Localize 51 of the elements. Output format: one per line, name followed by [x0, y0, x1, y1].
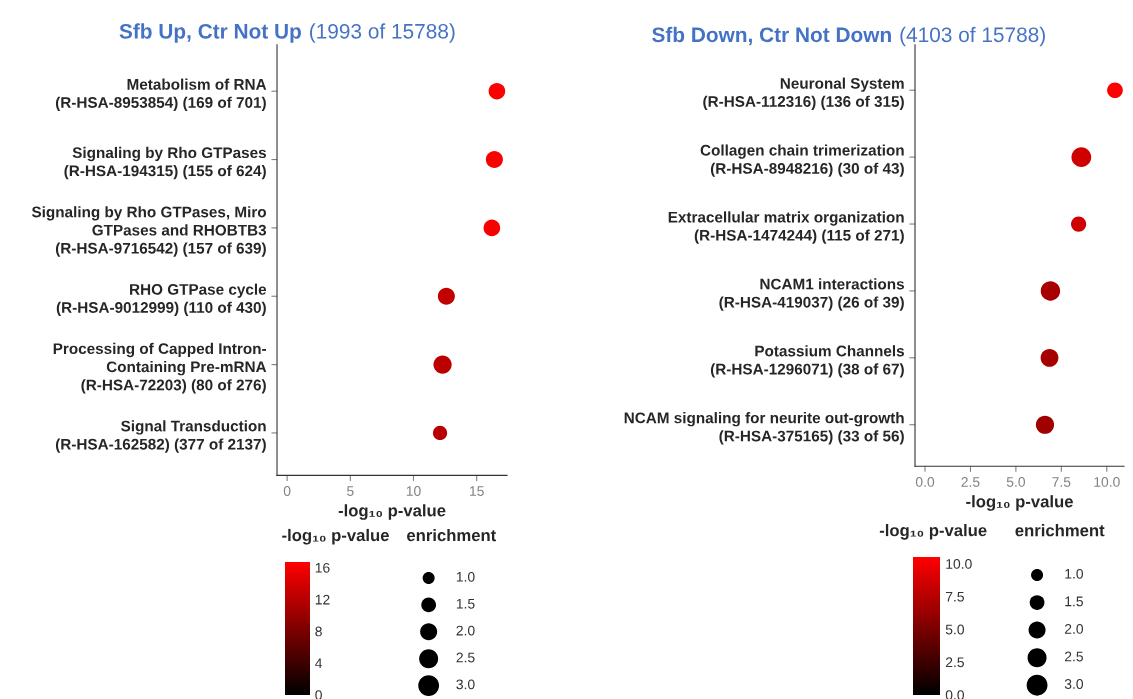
y-tick-label: NCAM signaling for neurite out-growth (R-HSA-375165) (33 of 56) [624, 412, 904, 445]
x-tick-label: 5.0 [1006, 477, 1026, 487]
legend-title: enrichment [1015, 524, 1105, 537]
legend-label: 3.0 [456, 679, 475, 690]
y-tick-label: Signaling by Rho GTPases, Miro GTPases and RHOBTB3 (R-HSA-9716542) (157 of 639) [31, 206, 267, 257]
x-tick-label: 0 [283, 486, 291, 496]
legend-label: 1.5 [1065, 596, 1083, 607]
y-tick-label: Extracellular matrix organization (R-HSA-1474244) (115 of 271) [668, 211, 904, 244]
x-tick-label: 7.5 [1052, 477, 1071, 487]
y-tick-label: RHO GTPase cycle (R-HSA-9012999) (110 of 430) [56, 283, 267, 316]
x-axis-title: -log₁₀ p-value [338, 504, 446, 520]
color-bar-label: 12 [315, 594, 330, 605]
legend-label: 2.0 [1064, 624, 1084, 634]
chart-subtitle: (4103 of 15788) [900, 26, 1045, 47]
chart-title: Sfb Down, Ctr Not Down [652, 26, 891, 46]
color-bar-title: -log₁₀ p-value [282, 528, 389, 545]
y-tick-label: NCAM1 interactions (R-HSA-419037) (26 of 39) [719, 278, 904, 311]
chart-title: Sfb Up, Ctr Not Up [119, 23, 301, 43]
chart-subtitle: (1993 of 15788) [310, 23, 455, 43]
color-bar-label: 16 [315, 562, 330, 573]
x-tick-label: 15 [470, 486, 484, 496]
color-bar-label: 0.0 [945, 690, 965, 699]
legend-label: 1.0 [1065, 568, 1084, 579]
x-tick-label: 5 [347, 486, 354, 496]
x-tick-label: 10.0 [1094, 477, 1120, 487]
legend-label: 1.5 [456, 598, 475, 609]
y-tick-label: Processing of Capped Intron- Containing Pre-mRNA (R-HSA-72203) (80 of 276) [53, 342, 267, 394]
color-bar-label: 8 [315, 626, 322, 637]
y-tick-label: Neuronal System (R-HSA-112316) (136 of 315) [703, 77, 904, 110]
x-tick-label: 0.0 [915, 477, 935, 487]
x-tick-label: 2.5 [961, 477, 980, 487]
legend-label: 2.5 [456, 652, 475, 663]
legend-label: 1.0 [456, 571, 475, 582]
y-tick-label: Potassium Channels (R-HSA-1296071) (38 of 67) [710, 345, 904, 378]
y-tick-label: Metabolism of RNA (R-HSA-8953854) (169 of 701) [55, 78, 267, 111]
x-tick-label: 10 [406, 486, 421, 496]
color-bar-label: 4 [315, 658, 323, 669]
x-axis-title: -log₁₀ p-value [966, 495, 1073, 511]
y-tick-label: Collagen chain trimerization (R-HSA-8948216) (30 of 43) [700, 144, 904, 177]
legend-label: 2.5 [1064, 651, 1083, 662]
color-bar-label: 10.0 [946, 558, 972, 569]
y-tick-label: Signal Transduction (R-HSA-162582) (377 of 2137) [55, 420, 266, 453]
color-bar-label: 5.0 [945, 624, 965, 635]
color-bar-label: 2.5 [945, 657, 964, 668]
color-bar-title: -log₁₀ p-value [879, 524, 987, 540]
legend-label: 3.0 [1064, 679, 1084, 689]
legend-title: enrichment [407, 528, 497, 542]
color-bar-label: 7.5 [945, 591, 964, 602]
color-bar-label: 0 [315, 690, 322, 699]
y-tick-label: Signaling by Rho GTPases (R-HSA-194315) (155 of 624) [64, 146, 266, 180]
legend-label: 2.0 [456, 625, 475, 636]
